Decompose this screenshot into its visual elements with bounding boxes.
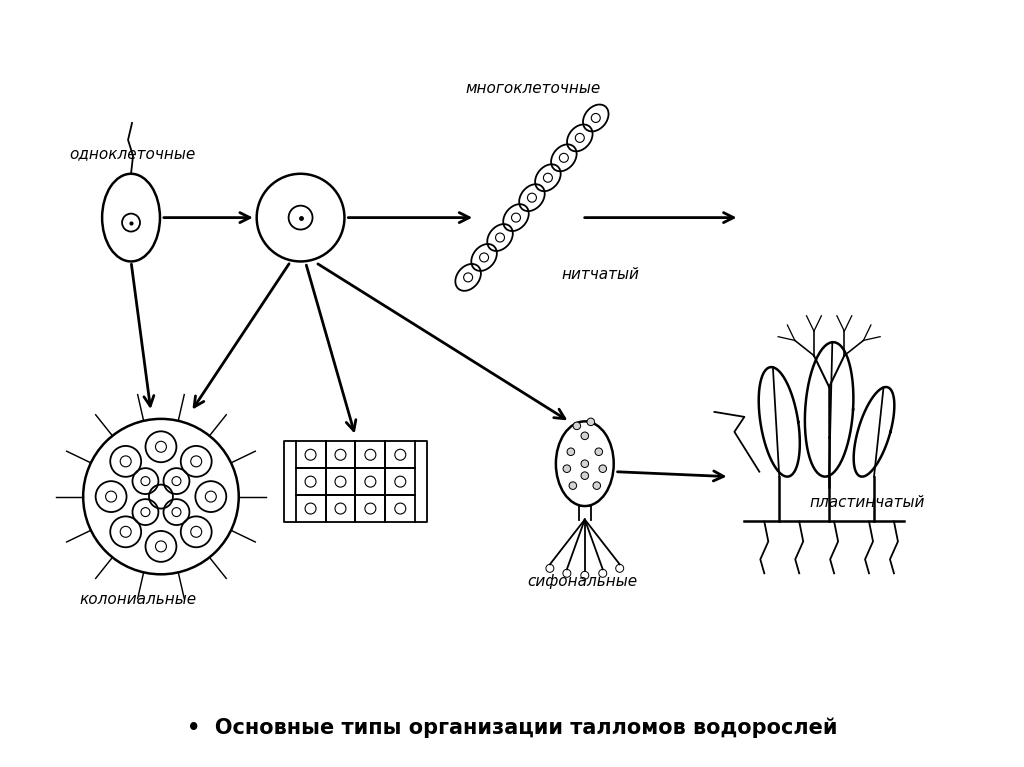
Circle shape: [567, 448, 574, 456]
Circle shape: [593, 482, 600, 489]
Text: пластинчатый: пластинчатый: [809, 495, 925, 509]
Text: нитчатый: нитчатый: [562, 268, 640, 282]
Circle shape: [569, 482, 577, 489]
Text: сифональные: сифональные: [527, 574, 637, 589]
Bar: [385, 441, 416, 468]
Circle shape: [563, 465, 570, 472]
Bar: [385, 468, 416, 495]
Bar: [326, 468, 355, 495]
Bar: [355, 468, 385, 495]
Text: многоклеточные: многоклеточные: [465, 81, 600, 96]
Bar: [355, 441, 385, 468]
Circle shape: [587, 418, 595, 426]
Circle shape: [595, 448, 602, 456]
Bar: [296, 468, 326, 495]
Circle shape: [573, 422, 581, 430]
Bar: [296, 495, 326, 522]
Text: колониальные: колониальные: [79, 592, 197, 607]
Bar: [385, 495, 416, 522]
Circle shape: [581, 432, 589, 439]
Bar: [296, 441, 326, 468]
Text: •  Основные типы организации талломов водорослей: • Основные типы организации талломов вод…: [186, 717, 838, 738]
Bar: [355, 495, 385, 522]
Circle shape: [581, 472, 589, 479]
Text: одноклеточные: одноклеточные: [70, 146, 196, 161]
Bar: [326, 441, 355, 468]
Circle shape: [599, 465, 606, 472]
Circle shape: [581, 460, 589, 468]
Bar: [326, 495, 355, 522]
